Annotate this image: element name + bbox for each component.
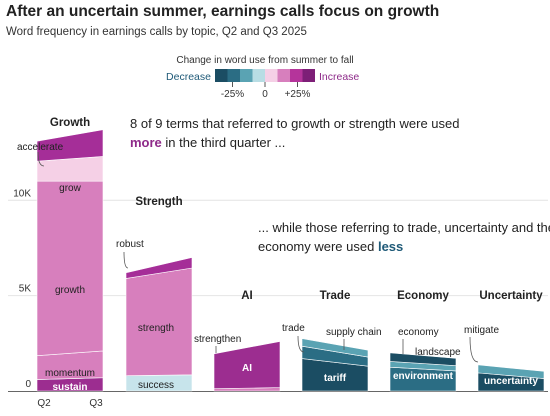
leader-line	[297, 335, 305, 353]
legend-swatch	[290, 69, 303, 82]
series-label-landscape: landscape	[415, 347, 461, 358]
legend-title: Change in word use from summer to fall	[176, 55, 353, 66]
panel-economy: environment landscape economy Economy	[389, 290, 461, 392]
series-label-accelerate: accelerate	[17, 142, 64, 153]
leader-line	[37, 151, 45, 167]
area-robust	[125, 257, 193, 279]
series-label-grow: grow	[59, 183, 81, 194]
area-strength	[125, 267, 193, 377]
legend-swatch	[240, 69, 253, 82]
annotation-less-word: less	[377, 239, 404, 254]
series-label-supply-chain: supply chain	[326, 327, 382, 338]
area-ai	[213, 341, 281, 390]
chart-subtitle: Word frequency in earnings calls by topi…	[6, 26, 307, 38]
series-label-robust: robust	[116, 239, 144, 250]
panel-title-uncertainty: Uncertainty	[479, 290, 543, 302]
legend-swatch	[227, 69, 240, 82]
panel-ai: strengthen AI AI	[194, 290, 281, 392]
x-tick-label: Q3	[89, 398, 103, 409]
panel-title-growth: Growth	[50, 117, 90, 129]
panel-strength: success strength robust Strength	[116, 196, 193, 392]
chart-title: After an uncertain summer, earnings call…	[6, 3, 440, 20]
y-tick-label: 10K	[13, 188, 31, 199]
area-mitigate	[477, 364, 545, 379]
annotation-more-word: more	[130, 135, 162, 150]
leader-line	[123, 251, 129, 269]
panel-title-economy: Economy	[397, 290, 449, 302]
series-label-success: success	[138, 380, 174, 391]
legend-tick-label: -25%	[221, 89, 244, 100]
panel-uncertainty: uncertainty mitigate Uncertainty	[464, 290, 545, 392]
series-label-environment: environment	[393, 371, 454, 382]
legend-decrease-label: Decrease	[166, 71, 211, 83]
annotation-more-pre: 8 of 9 terms that referred to growth or …	[130, 116, 460, 131]
series-label-growth: growth	[55, 285, 85, 296]
legend-swatch	[265, 69, 278, 82]
series-label-tariff: tariff	[324, 373, 347, 384]
series-label-momentum: momentum	[45, 368, 95, 379]
area-supply-chain	[301, 338, 369, 358]
series-label-mitigate: mitigate	[464, 325, 499, 336]
panel-title-strength: Strength	[135, 196, 182, 208]
y-tick-label: 5K	[19, 284, 32, 295]
annotation-less-pre: ... while those referring to trade, unce…	[258, 220, 550, 254]
annotation-more-post: in the third quarter ...	[165, 135, 286, 150]
legend: Change in word use from summer to fall De…	[166, 55, 359, 100]
legend-tick-label: +25%	[285, 89, 311, 100]
panel-title-trade: Trade	[320, 290, 351, 302]
legend-tick-label: 0	[262, 89, 268, 100]
legend-swatch	[252, 69, 265, 82]
annotation-less: ... while those referring to trade, unce…	[258, 218, 550, 256]
legend-increase-label: Increase	[319, 71, 359, 83]
area-economy	[389, 352, 457, 366]
leader-line	[469, 336, 479, 363]
series-label-sustain: sustain	[52, 382, 87, 393]
legend-swatch	[302, 69, 315, 82]
y-tick-label: 0	[25, 379, 31, 390]
series-label-strengthen: strengthen	[194, 334, 241, 345]
series-label-ai: AI	[242, 363, 252, 374]
legend-swatch	[215, 69, 228, 82]
panel-title-ai: AI	[241, 290, 253, 302]
x-tick-label: Q2	[37, 398, 51, 409]
annotation-more: 8 of 9 terms that referred to growth or …	[130, 114, 490, 152]
series-label-economy: economy	[398, 327, 439, 338]
series-label-uncertainty: uncertainty	[484, 376, 538, 387]
area-accelerate	[36, 129, 104, 162]
series-label-trade: trade	[282, 323, 305, 334]
panel-trade: tariff trade supply chain Trade	[282, 290, 382, 392]
area-growth	[36, 180, 104, 357]
panel-growth: sustain momentum growth grow accelerate Growt…	[17, 117, 104, 393]
legend-swatch	[277, 69, 290, 82]
series-label-strength: strength	[138, 323, 174, 334]
